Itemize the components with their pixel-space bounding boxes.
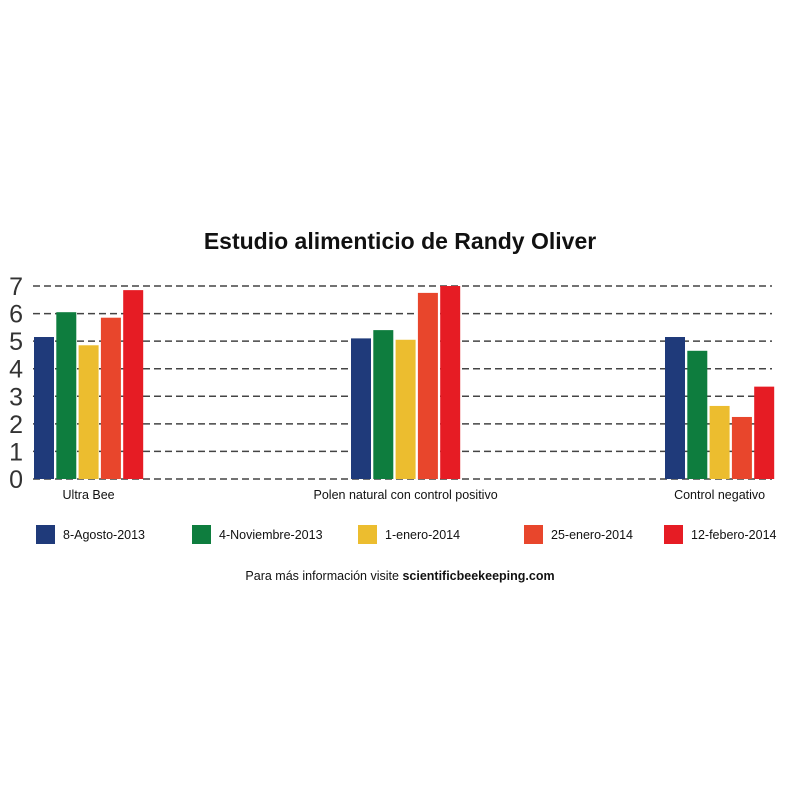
y-tick-label: 4 xyxy=(9,356,23,384)
bar-1-0 xyxy=(351,338,371,479)
chart-title: Estudio alimenticio de Randy Oliver xyxy=(203,228,597,254)
legend-label: 25-enero-2014 xyxy=(551,527,634,542)
bar-2-2 xyxy=(709,405,730,479)
y-tick-label: 1 xyxy=(9,438,23,466)
bar-1-3 xyxy=(417,292,438,479)
bar-0-3 xyxy=(100,317,121,479)
bar-1-2 xyxy=(395,339,416,479)
legend: 8-Agosto-2013 4-Noviembre-2013 1-enero-201… xyxy=(0,525,800,549)
bar-2-4 xyxy=(754,386,775,479)
y-tick-label: 7 xyxy=(9,273,23,301)
x-category-label: Ultra Bee xyxy=(63,488,115,502)
legend-swatch xyxy=(524,525,543,544)
legend-swatch xyxy=(36,525,55,544)
y-tick-label: 0 xyxy=(9,466,23,494)
legend-swatch xyxy=(192,525,211,544)
footer-link[interactable]: scientificbeekeeping.com xyxy=(402,569,555,583)
bar-0-4 xyxy=(123,290,144,479)
legend-item: 25-enero-2014 xyxy=(524,525,633,544)
bar-1-1 xyxy=(373,330,394,479)
bar-0-2 xyxy=(78,345,99,479)
x-category-label: Control negativo xyxy=(674,488,765,502)
y-tick-label: 6 xyxy=(9,301,23,329)
legend-swatch xyxy=(358,525,377,544)
legend-item: 4-Noviembre-2013 xyxy=(192,525,323,544)
x-category-label: Polen natural con control positivo xyxy=(314,488,498,502)
bar-1-4 xyxy=(440,286,461,479)
footer-prefix: Para más información visite xyxy=(245,569,403,583)
bars xyxy=(34,286,775,479)
bar-0-1 xyxy=(56,312,77,479)
y-tick-label: 2 xyxy=(9,411,23,439)
legend-label: 12-febero-2014 xyxy=(691,527,777,542)
footer-note: Para más información visite scientificbe… xyxy=(0,569,800,583)
legend-item: 1-enero-2014 xyxy=(358,525,460,544)
legend-label: 4-Noviembre-2013 xyxy=(219,527,323,542)
y-tick-label: 3 xyxy=(9,383,23,411)
legend-label: 8-Agosto-2013 xyxy=(63,527,146,542)
bar-2-0 xyxy=(665,337,685,479)
bar-0-0 xyxy=(34,337,54,479)
x-axis-labels: Ultra Bee Polen natural con control posit… xyxy=(63,488,766,502)
legend-item: 12-febero-2014 xyxy=(664,525,776,544)
legend-label: 1-enero-2014 xyxy=(385,527,461,542)
legend-swatch xyxy=(664,525,683,544)
bar-2-1 xyxy=(687,350,708,479)
legend-item: 8-Agosto-2013 xyxy=(36,525,145,544)
bar-2-3 xyxy=(731,416,752,479)
y-tick-label: 5 xyxy=(9,328,23,356)
